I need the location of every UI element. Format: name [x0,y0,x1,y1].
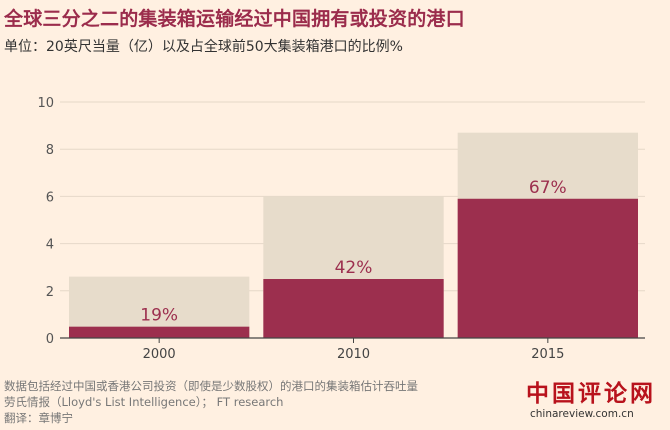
footer-translator: 翻译：章博宁 [4,411,73,425]
bar-share [457,198,638,338]
y-tick-label: 6 [46,190,54,205]
data-label: 42% [335,258,373,278]
bar-share [263,279,444,338]
y-tick-label: 8 [46,143,54,158]
data-label: 67% [529,178,567,198]
y-tick-label: 10 [37,96,54,111]
chart-footer: 数据包括经过中国或香港公司投资（即使是少数股权）的港口的集装箱估计吞吐量 劳氏情… [4,378,418,426]
data-label: 19% [140,306,178,326]
logo-text: 中国评论网 [526,380,656,407]
x-tick-label: 2010 [337,347,370,362]
chart-title: 全球三分之二的集装箱运输经过中国拥有或投资的港口 [4,8,465,30]
footer-note: 数据包括经过中国或香港公司投资（即使是少数股权）的港口的集装箱估计吞吐量 [4,379,418,393]
y-tick-label: 2 [46,285,54,300]
footer-source: 劳氏情报（Lloyd's List Intelligence）； FT rese… [4,395,284,409]
y-tick-label: 4 [46,238,54,253]
chart-subtitle: 单位：20英尺当量（亿）以及占全球前50大集装箱港口的比例% [4,39,403,55]
bar-share [69,326,250,338]
y-tick-label: 0 [46,332,54,347]
logo-url: chinareview.com.cn [530,408,634,420]
site-logo: 中国评论网 chinareview.com.cn [520,374,670,426]
x-tick-label: 2000 [143,347,176,362]
x-tick-label: 2015 [531,347,564,362]
